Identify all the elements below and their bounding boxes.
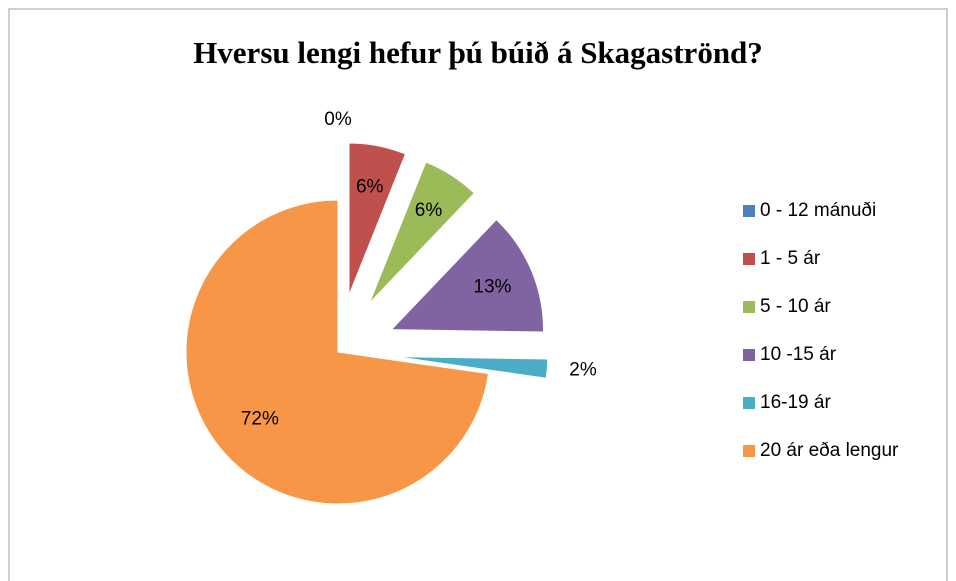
pie-slice — [185, 199, 490, 505]
pie-slice — [368, 161, 475, 304]
legend-label: 1 - 5 ár — [760, 248, 821, 269]
data-label: 6% — [356, 177, 384, 198]
pie-slice — [348, 142, 407, 296]
data-label: 6% — [415, 200, 443, 221]
legend-swatch — [743, 253, 755, 265]
legend-swatch — [743, 349, 755, 361]
data-label: 72% — [241, 409, 279, 430]
pie-slice — [395, 356, 549, 379]
legend-label: 0 - 12 mánuði — [760, 200, 876, 221]
chart-title: Hversu lengi hefur þú búið á Skagaströnd… — [193, 35, 763, 70]
data-label: 13% — [473, 276, 511, 297]
data-label: 0% — [324, 109, 352, 130]
data-label: 2% — [569, 359, 597, 380]
chart-border — [8, 8, 948, 581]
legend-label: 5 - 10 ár — [760, 296, 831, 317]
legend-swatch — [743, 205, 755, 217]
legend-swatch — [743, 301, 755, 313]
legend-label: 16-19 ár — [760, 392, 831, 413]
legend-label: 20 ár eða lengur — [760, 440, 899, 461]
legend-label: 10 -15 ár — [760, 344, 837, 365]
legend-swatch — [743, 445, 755, 457]
pie-slice — [390, 218, 544, 333]
legend-swatch — [743, 397, 755, 409]
